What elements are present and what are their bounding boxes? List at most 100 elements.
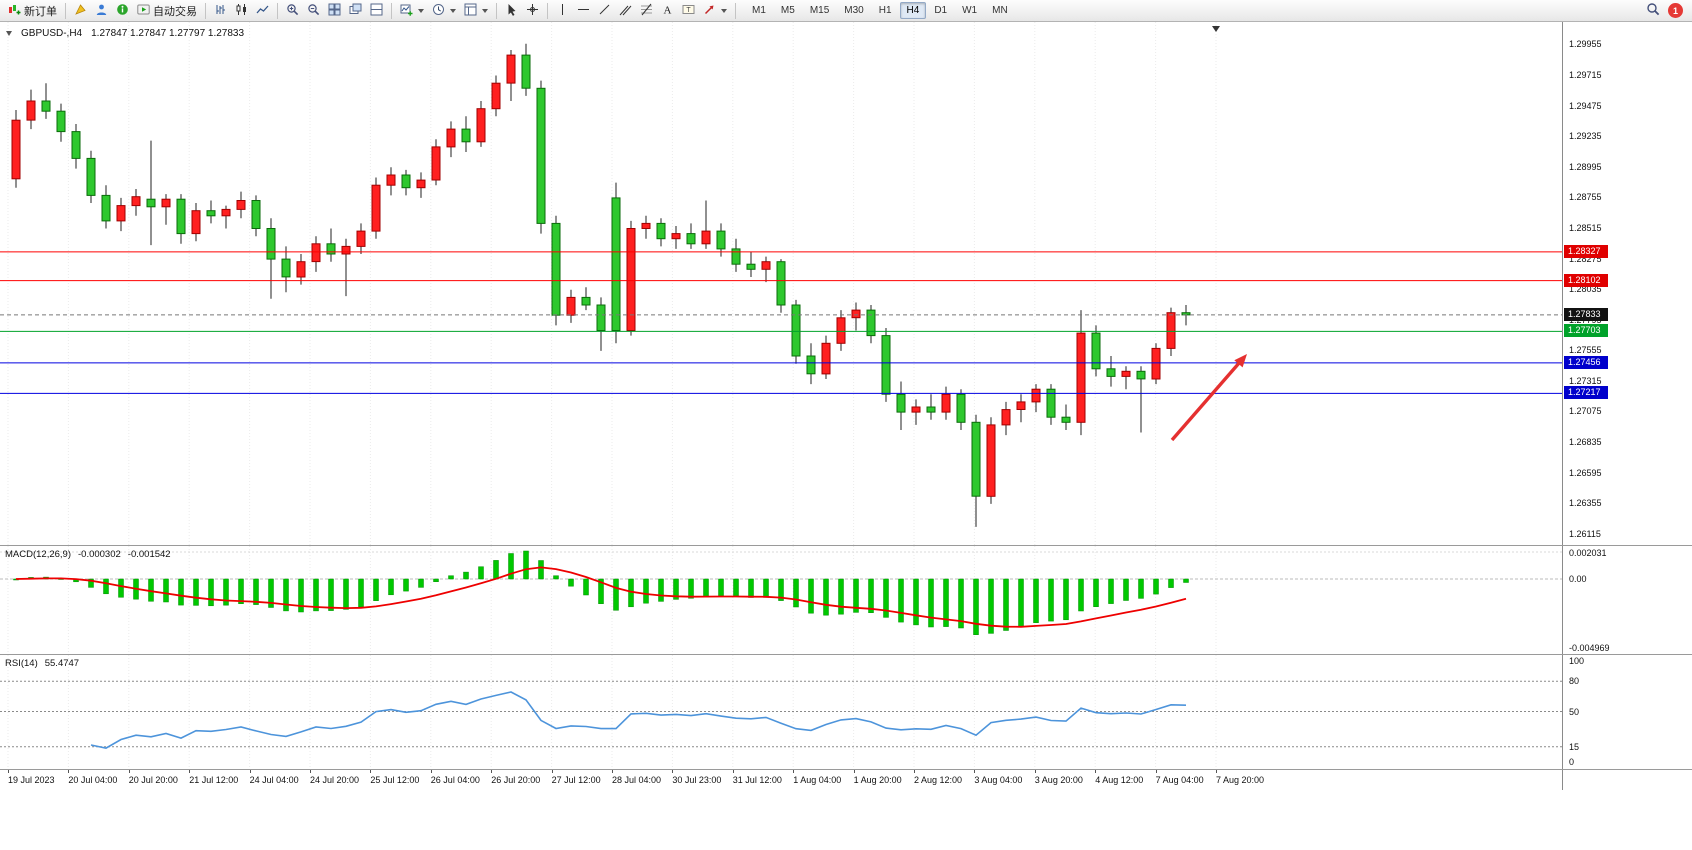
text-label-tool-button[interactable]: T [679, 1, 698, 20]
panel-separator[interactable] [0, 654, 1692, 655]
macd-histogram-bar [613, 578, 619, 611]
split-windows-icon [370, 3, 383, 19]
candle-up [131, 196, 141, 207]
timeframe-button-M5[interactable]: M5 [780, 5, 795, 16]
template-button[interactable] [461, 1, 491, 20]
search-button[interactable] [1643, 1, 1663, 20]
macd-histogram-bar [598, 578, 604, 604]
text-tool-button[interactable]: A [658, 1, 677, 20]
community-button[interactable] [92, 1, 111, 20]
time-axis[interactable]: 19 Jul 2023 20 Jul 04:00 20 Jul 20:00 21 Ju… [0, 770, 1562, 790]
auto-trading-icon [137, 3, 150, 19]
time-axis-label: 24 Jul 20:00 [310, 775, 360, 785]
new-order-label: 新订单 [24, 5, 57, 18]
macd-histogram-bar [283, 578, 289, 612]
chart-shift-marker[interactable] [1212, 26, 1220, 32]
panel-separator[interactable] [0, 545, 1692, 546]
dropdown-caret-icon [721, 8, 727, 13]
macd-histogram-bar [523, 550, 529, 580]
timeframe-button-M15[interactable]: M15 [809, 5, 830, 16]
dropdown-caret-icon [482, 8, 488, 13]
line-chart-button[interactable] [253, 1, 272, 20]
rsi-canvas[interactable] [0, 655, 1562, 770]
macd-histogram-bar [1123, 578, 1129, 601]
macd-main-value: -0.000302 [78, 549, 121, 560]
time-axis-label: 7 Aug 20:00 [1216, 775, 1265, 785]
macd-histogram-bar [178, 578, 184, 606]
candle-up [506, 54, 516, 84]
timeframe-button-M1[interactable]: M1 [752, 5, 766, 16]
macd-canvas[interactable] [0, 546, 1562, 655]
candlestick-chart-button[interactable] [232, 1, 251, 20]
macd-histogram-bar [433, 578, 439, 582]
candle-down [896, 393, 906, 413]
macd-histogram-bar [763, 578, 769, 598]
time-axis-label: 1 Aug 20:00 [853, 775, 902, 785]
timeframe-button-D1[interactable]: D1 [934, 5, 948, 16]
candle-up [476, 108, 486, 143]
vertical-line-tool-button[interactable] [553, 1, 572, 20]
toolbar-separator [205, 2, 206, 19]
cursor-tool-button[interactable] [502, 1, 521, 20]
timeframe-button-W1[interactable]: W1 [962, 5, 978, 16]
macd-histogram-bar [838, 578, 844, 615]
candle-up [641, 222, 651, 229]
candle-up [26, 100, 36, 121]
trendline-tool-button[interactable] [595, 1, 614, 20]
candle-down [251, 200, 261, 229]
fibonacci-icon [640, 3, 653, 19]
timeframe-button-M30[interactable]: M30 [844, 5, 864, 16]
macd-histogram-bar [478, 566, 484, 580]
macd-axis-label: -0.004969 [1569, 643, 1610, 653]
market-button[interactable] [71, 1, 90, 20]
time-axis-tick [612, 770, 613, 773]
zoom-out-button[interactable] [304, 1, 323, 20]
one-click-trading-toggle[interactable] [6, 31, 12, 36]
candle-down [1046, 388, 1056, 418]
new-order-button[interactable]: 新订单 [5, 1, 60, 20]
toolbar-separator [735, 2, 736, 19]
price-axis-label: 1.29475 [1569, 100, 1602, 111]
timeframe-button-MN[interactable]: MN [992, 5, 1008, 16]
bar-chart-button[interactable] [211, 1, 230, 20]
price-chart-canvas[interactable] [0, 22, 1562, 546]
price-tag-1.27456: 1.27456 [1564, 355, 1608, 369]
price-axis-column[interactable]: 1.29955 1.29715 1.29475 1.29235 1.28995 1.287… [1562, 22, 1692, 790]
time-axis-label: 20 Jul 20:00 [128, 775, 178, 785]
macd-histogram-bar [238, 578, 244, 604]
split-windows-button[interactable] [367, 1, 386, 20]
price-tag-1.27703: 1.27703 [1564, 324, 1608, 338]
tile-windows-button[interactable] [325, 1, 344, 20]
candle-up [371, 184, 381, 232]
candle-down [1106, 368, 1116, 377]
price-chart-panel: GBPUSD-,H4 1.27847 1.27847 1.27797 1.278… [0, 22, 1562, 546]
timeframe-button-H4[interactable]: H4 [899, 2, 927, 19]
cascade-windows-icon [349, 3, 362, 19]
auto-trading-button[interactable]: 自动交易 [134, 1, 200, 20]
horizontal-line-tool-button[interactable] [574, 1, 593, 20]
candle-up [431, 146, 441, 181]
macd-histogram-bar [793, 578, 799, 608]
fibonacci-tool-button[interactable] [637, 1, 656, 20]
template-icon [464, 3, 477, 19]
notification-badge[interactable]: 1 [1668, 3, 1683, 18]
macd-histogram-bar [268, 578, 274, 608]
candle-up [821, 342, 831, 375]
candle-down [71, 131, 81, 159]
arrows-tool-button[interactable] [700, 1, 730, 20]
period-button[interactable] [429, 1, 459, 20]
trend-arrow-annotation[interactable] [1170, 358, 1243, 442]
cascade-windows-button[interactable] [346, 1, 365, 20]
info-button[interactable] [113, 1, 132, 20]
zoom-in-button[interactable] [283, 1, 302, 20]
crosshair-tool-button[interactable] [523, 1, 542, 20]
time-axis-tick [68, 770, 70, 773]
vertical-line-icon [556, 3, 569, 19]
auto-trading-label: 自动交易 [153, 5, 197, 18]
channel-tool-button[interactable] [616, 1, 635, 20]
candle-up [491, 82, 501, 110]
candle-up [11, 119, 21, 180]
new-chart-button[interactable] [397, 1, 427, 20]
timeframe-button-H1[interactable]: H1 [878, 5, 892, 16]
